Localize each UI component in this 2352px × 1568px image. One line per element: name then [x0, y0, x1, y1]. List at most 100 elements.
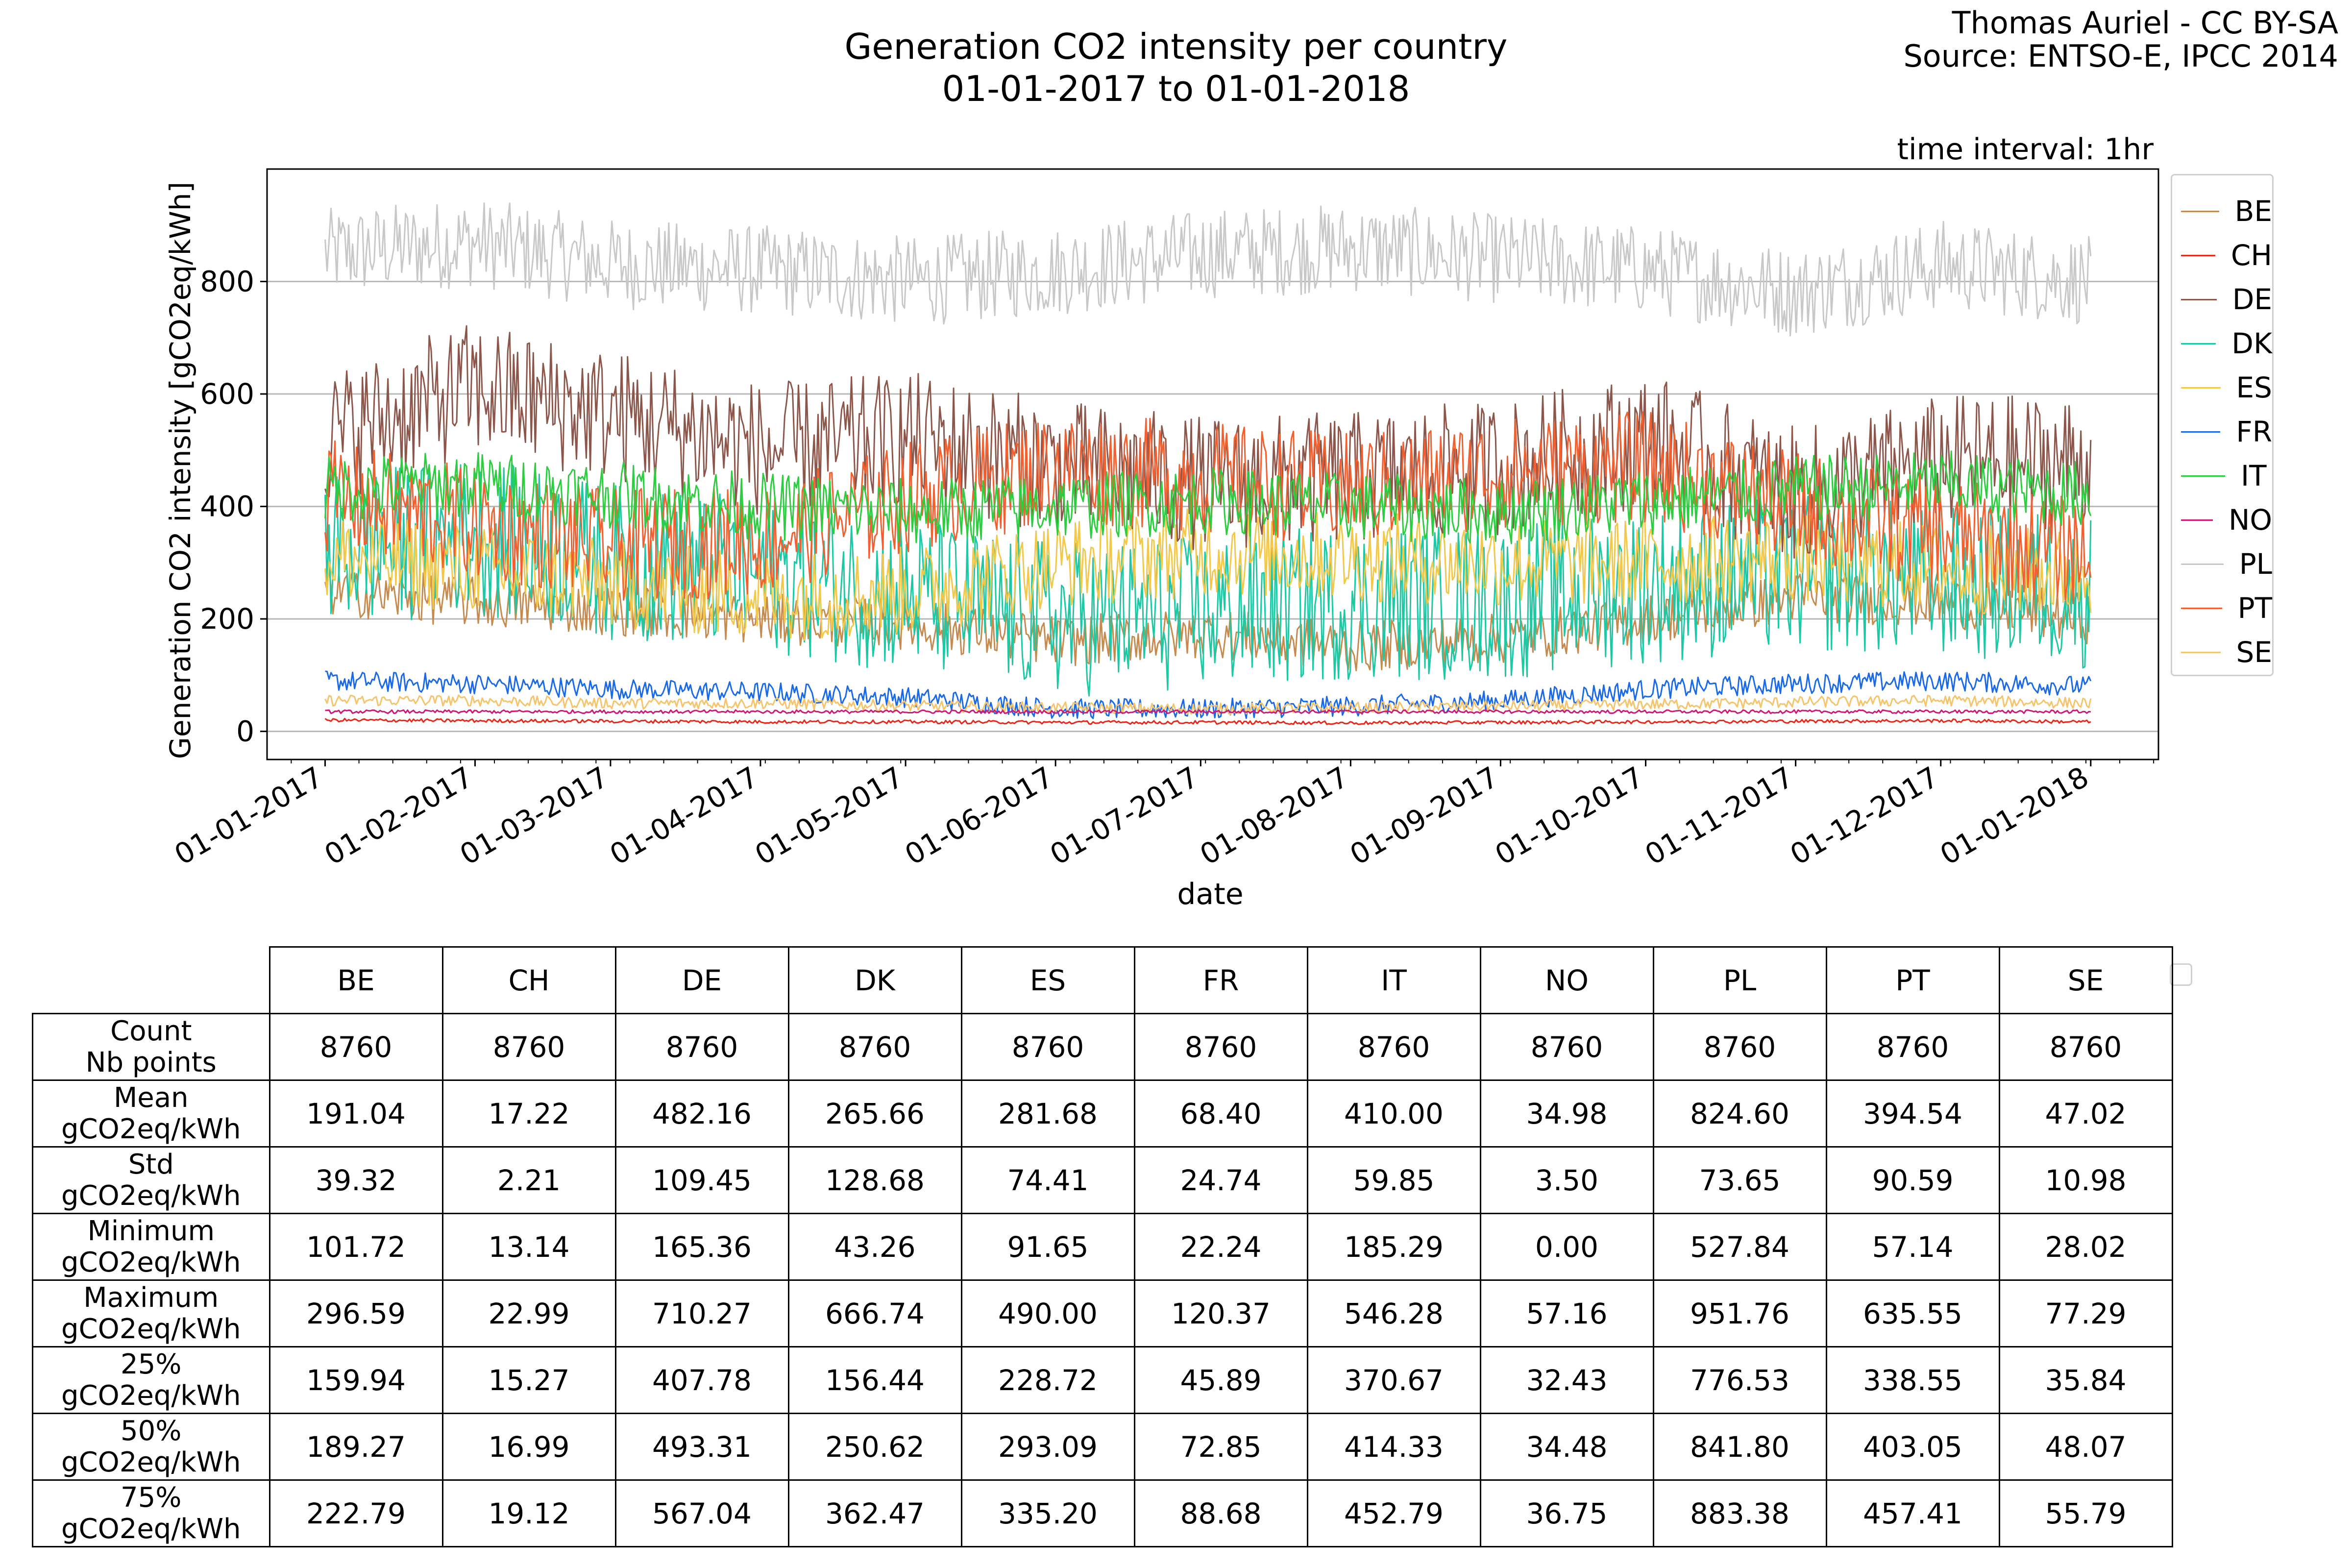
- table-row: 50% gCO2eq/kWh 189.27 16.99 493.31 250.62 293.…: [32, 1413, 2173, 1481]
- legend-swatch: [2181, 254, 2215, 256]
- legend-label: PL: [2239, 547, 2272, 581]
- x-tick-label: 01-01-2017: [169, 760, 329, 871]
- legend-swatch: [2181, 210, 2219, 212]
- time-interval-note: time interval: 1hr: [1897, 132, 2154, 167]
- column-header: BE: [269, 946, 443, 1014]
- legend-label: PT: [2237, 591, 2272, 625]
- y-tick-label: 800: [200, 265, 254, 298]
- legend-label: NO: [2228, 503, 2272, 537]
- legend-swatch: [2181, 651, 2221, 653]
- legend-item: PL: [2172, 542, 2272, 586]
- table-header-row: BE CH DE DK ES FR IT NO PL PT SE: [32, 946, 2173, 1014]
- table-cell: 250.62: [787, 1413, 962, 1481]
- table-cell: 8760: [1479, 1013, 1654, 1081]
- column-header: SE: [1998, 946, 2173, 1014]
- y-axis-label: Generation CO2 intensity [gCO2eq/kWh]: [164, 181, 197, 760]
- y-tick-label: 400: [200, 490, 254, 523]
- legend-item: FR: [2172, 410, 2272, 454]
- table-cell: 951.76: [1652, 1279, 1827, 1348]
- legend-swatch: [2181, 563, 2224, 565]
- table-cell: 191.04: [269, 1079, 443, 1148]
- empty-legend-box: [2170, 963, 2192, 986]
- table-cell: 55.79: [1998, 1479, 2173, 1547]
- row-header-unit: gCO2eq/kWh: [61, 1179, 241, 1212]
- table-cell: 22.24: [1133, 1213, 1308, 1281]
- x-tick-label: 01-12-2017: [1785, 760, 1944, 871]
- table-cell: 28.02: [1998, 1213, 2173, 1281]
- x-tick-label: 01-01-2018: [1935, 760, 2094, 871]
- source-credit: Source: ENTSO-E, IPCC 2014: [1903, 38, 2338, 74]
- table-cell: 490.00: [960, 1279, 1135, 1348]
- table-cell: 185.29: [1306, 1213, 1481, 1281]
- table-cell: 165.36: [614, 1213, 789, 1281]
- row-header-unit: gCO2eq/kWh: [61, 1446, 241, 1478]
- table-cell: 265.66: [787, 1079, 962, 1148]
- x-tick-label: 01-06-2017: [899, 760, 1059, 871]
- row-header: Std gCO2eq/kWh: [32, 1146, 270, 1214]
- table-cell: 222.79: [269, 1479, 443, 1547]
- table-cell: 370.67: [1306, 1346, 1481, 1414]
- table-cell: 109.45: [614, 1146, 789, 1214]
- table-cell: 57.14: [1825, 1213, 2000, 1281]
- row-header-unit: gCO2eq/kWh: [61, 1513, 241, 1545]
- row-header: 50% gCO2eq/kWh: [32, 1413, 270, 1481]
- table-cell: 567.04: [614, 1479, 789, 1547]
- row-header-unit: gCO2eq/kWh: [61, 1313, 241, 1345]
- series-line-CH: [324, 718, 2091, 725]
- table-corner: [32, 947, 270, 1014]
- column-header: CH: [441, 946, 616, 1014]
- table-cell: 457.41: [1825, 1479, 2000, 1547]
- table-cell: 8760: [1825, 1013, 2000, 1081]
- table-cell: 19.12: [441, 1479, 616, 1547]
- table-cell: 34.98: [1479, 1079, 1654, 1148]
- table-cell: 22.99: [441, 1279, 616, 1348]
- legend-swatch: [2181, 431, 2221, 433]
- legend-swatch: [2181, 343, 2216, 344]
- table-cell: 8760: [787, 1013, 962, 1081]
- legend-item: NO: [2172, 498, 2272, 542]
- plot-frame: [266, 168, 2159, 760]
- table-cell: 17.22: [441, 1079, 616, 1148]
- table-cell: 394.54: [1825, 1079, 2000, 1148]
- x-tick-label: 01-08-2017: [1194, 760, 1354, 871]
- table-cell: 159.94: [269, 1346, 443, 1414]
- table-cell: 13.14: [441, 1213, 616, 1281]
- x-tick-label: 01-04-2017: [604, 760, 764, 871]
- table-cell: 710.27: [614, 1279, 789, 1348]
- table-cell: 48.07: [1998, 1413, 2173, 1481]
- table-cell: 43.26: [787, 1213, 962, 1281]
- table-cell: 0.00: [1479, 1213, 1654, 1281]
- row-header-title: Mean: [113, 1081, 189, 1114]
- row-header: 25% gCO2eq/kWh: [32, 1346, 270, 1414]
- table-cell: 68.40: [1133, 1079, 1308, 1148]
- table-cell: 8760: [1306, 1013, 1481, 1081]
- table-cell: 493.31: [614, 1413, 789, 1481]
- column-header: NO: [1479, 946, 1654, 1014]
- table-cell: 228.72: [960, 1346, 1135, 1414]
- row-header-unit: gCO2eq/kWh: [61, 1379, 241, 1412]
- row-header: Mean gCO2eq/kWh: [32, 1079, 270, 1148]
- table-cell: 90.59: [1825, 1146, 2000, 1214]
- table-cell: 666.74: [787, 1279, 962, 1348]
- legend-swatch: [2181, 387, 2221, 389]
- y-tick-label: 200: [200, 602, 254, 636]
- chart-title: Generation CO2 intensity per country: [844, 26, 1508, 67]
- legend-swatch: [2181, 298, 2217, 300]
- column-header: DK: [787, 946, 962, 1014]
- table-cell: 15.27: [441, 1346, 616, 1414]
- table-cell: 32.43: [1479, 1346, 1654, 1414]
- legend-item: ES: [2172, 366, 2272, 410]
- table-cell: 410.00: [1306, 1079, 1481, 1148]
- row-header: Maximum gCO2eq/kWh: [32, 1279, 270, 1348]
- table-cell: 128.68: [787, 1146, 962, 1214]
- table-row: 75% gCO2eq/kWh 222.79 19.12 567.04 362.47 335.…: [32, 1479, 2173, 1547]
- table-cell: 403.05: [1825, 1413, 2000, 1481]
- x-tick-label: 01-03-2017: [454, 760, 614, 871]
- row-header-title: 75%: [121, 1481, 182, 1514]
- column-header: ES: [960, 946, 1135, 1014]
- column-header: FR: [1133, 946, 1308, 1014]
- table-cell: 36.75: [1479, 1479, 1654, 1547]
- legend-swatch: [2181, 607, 2222, 609]
- table-cell: 101.72: [269, 1213, 443, 1281]
